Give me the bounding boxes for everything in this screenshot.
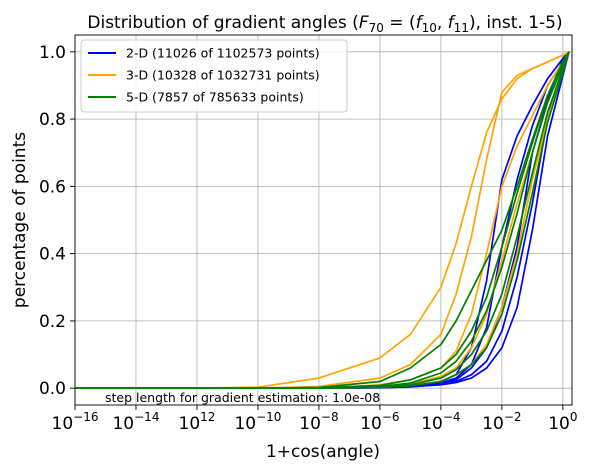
plot-frame bbox=[74, 34, 573, 406]
x-tick-label: 10−8 bbox=[299, 410, 338, 434]
x-tick-label: 10−2 bbox=[482, 410, 521, 434]
y-tick-label: 0.0 bbox=[39, 379, 66, 399]
x-tick-label: 1012 bbox=[179, 410, 216, 434]
legend-box bbox=[80, 39, 348, 113]
legend: 2-D (11026 of 1102573 points) 3-D (10328… bbox=[80, 39, 348, 113]
y-axis-ticks: 0.0 0.2 0.4 0.6 0.8 1.0 bbox=[39, 43, 75, 399]
x-axis-label: 1+cos(angle) bbox=[266, 442, 380, 462]
series-line-5-d bbox=[75, 51, 570, 390]
x-tick-label: 100 bbox=[548, 410, 577, 434]
step-length-annotation: step length for gradient estimation: 1.0… bbox=[105, 390, 380, 405]
grid bbox=[74, 35, 572, 405]
x-tick-label: 10−14 bbox=[112, 410, 159, 434]
x-axis-ticks: 10−16 10−14 1012 10−10 10−8 10−6 10−4 10−2 100 bbox=[52, 405, 577, 434]
x-tick-label: 10−10 bbox=[234, 410, 281, 434]
legend-label-2d: 2-D (11026 of 1102573 points) bbox=[126, 46, 320, 61]
y-tick-label: 0.8 bbox=[39, 110, 66, 130]
x-tick-label: 10−16 bbox=[52, 410, 99, 434]
legend-label-3d: 3-D (10328 of 1032731 points) bbox=[126, 68, 320, 83]
x-tick-label: 10−6 bbox=[360, 410, 399, 434]
y-axis-label: percentage of points bbox=[10, 132, 30, 308]
y-tick-label: 1.0 bbox=[39, 43, 66, 63]
legend-label-5d: 5-D (7857 of 785633 points) bbox=[126, 90, 304, 105]
x-tick-label: 10−4 bbox=[421, 410, 460, 434]
chart-title: Distribution of gradient angles (F70 = (… bbox=[87, 13, 562, 35]
y-tick-label: 0.4 bbox=[39, 245, 66, 265]
series-lines bbox=[75, 51, 570, 390]
y-tick-label: 0.6 bbox=[39, 177, 66, 197]
y-tick-label: 0.2 bbox=[39, 312, 66, 332]
